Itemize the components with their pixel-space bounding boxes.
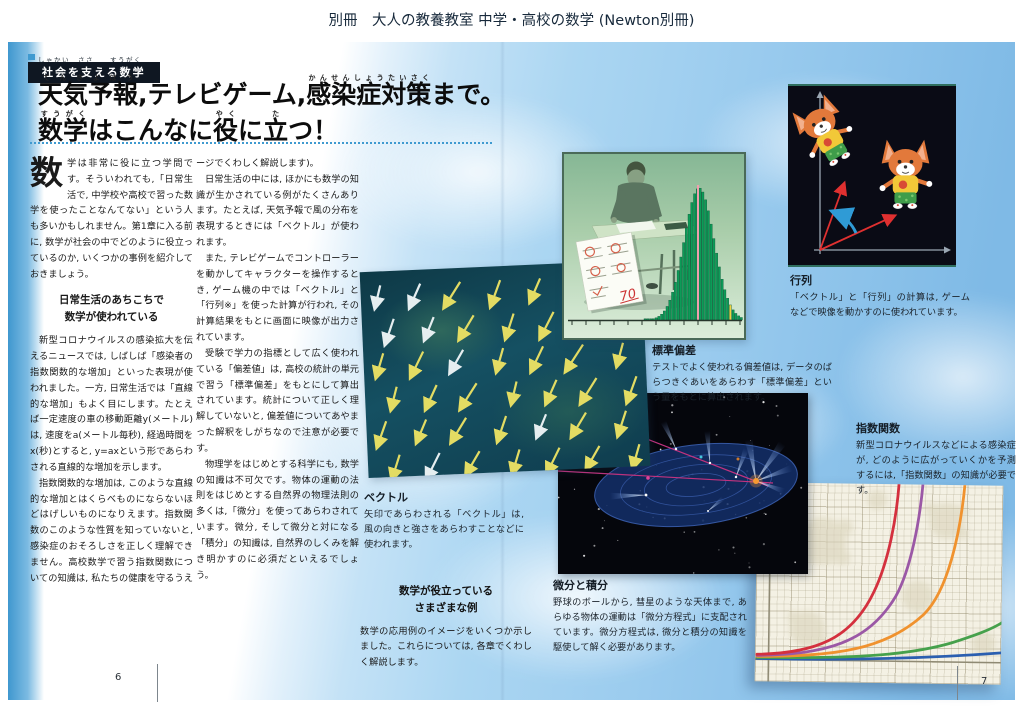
headline: 天気予報てんきよほう,テレビゲーム,感染症対策かんせんしょうたいさくまで。 数学… — [38, 74, 508, 146]
sun — [753, 478, 759, 484]
caption-title: 標準偏差 — [652, 344, 696, 357]
matrix-rotation-illustration — [788, 84, 956, 267]
exponential-curves-graph — [754, 476, 1005, 685]
caption-matrix: 行列 「ベクトル」と「行列」の計算は, ゲームなどで映像を動かすのに使われていま… — [790, 272, 970, 321]
caption-body: 野球のボールから, 彗星のような天体まで, あらゆる物体の運動は「微分方程式」に… — [553, 597, 747, 653]
curve-red — [755, 476, 901, 656]
headline-line-2: 数学すうがくはこんなに役やくに立たつ！ — [38, 110, 339, 145]
planet-dot — [699, 455, 703, 459]
fox-character-rotated — [788, 91, 864, 174]
caption-exponential: 指数関数 新型コロナウイルスなどによる感染症が, どのように広がっていくかを予測… — [856, 420, 1016, 499]
caption-body: テストでよく使われる偏差値は, データのばらつきぐあいをあらわす「標準偏差」とい… — [652, 362, 832, 403]
paragraph: 受験で学力の指標として広く使われている「偏差値」は, 高校の統計の単元で習う「標… — [196, 347, 359, 454]
page-number-rule — [157, 664, 158, 702]
page-number-right: 7 — [981, 676, 988, 687]
comet-point — [646, 476, 650, 480]
caption-title: 行列 — [790, 274, 812, 287]
subhead-line: 日常生活のあちこちで — [59, 293, 164, 306]
subhead-line: 数学が使われている — [64, 310, 159, 323]
test-taker-and-bell-curve-graphic: 70 — [568, 161, 743, 325]
examples-subhead: 数学が役立っている さまざまな例 — [360, 583, 532, 618]
paragraph-text: 学は非常に役に立つ学問です。そういわれても,「日常生活で, 中学校や高校で習った… — [30, 158, 193, 280]
caption-title: ベクトル — [364, 491, 408, 504]
paragraph: また, テレビゲームでコントローラーを動かしてキャラクターを操作するとき, ゲー… — [196, 252, 359, 344]
curve-green — [755, 620, 1005, 659]
paragraph: 物理学をはじめとする科学にも, 数学の知識は不可欠です。物体の運動の法則をはじめ… — [196, 458, 359, 581]
window-title: 別冊 大人の教養教室 中学・高校の数学 (Newton別冊) — [328, 13, 695, 29]
body-column-2: ージでくわしく解説します)。 日常生活の中には, ほかにも数学の知識が生かされて… — [196, 156, 359, 588]
exponential-graph-svg — [754, 476, 1005, 682]
paragraph: 数学は非常に役に立つ学問です。そういわれても,「日常生活で, 中学校や高校で習っ… — [30, 156, 193, 283]
subhead-line: さまざまな例 — [414, 602, 478, 615]
caption-body: 矢印であらわされる「ベクトル」は, 風の向きと強さをあらわすことなどに使われます… — [364, 509, 524, 550]
bell-curve-histogram — [568, 185, 743, 325]
comet-streaks — [609, 420, 793, 512]
caption-standard-deviation: 標準偏差 テストでよく使われる偏差値は, データのばらつきぐあいをあらわす「標準… — [652, 342, 832, 406]
banner-furigana: しゃかい ささ すうがく — [38, 56, 142, 64]
page-edge-strip — [8, 42, 44, 700]
virus-watermarks — [787, 489, 996, 656]
caption-title: 微分と積分 — [553, 579, 608, 592]
dotted-divider — [30, 142, 492, 144]
subhead-line: 数学が役立っている — [399, 585, 493, 597]
banner-accent-square — [28, 54, 35, 60]
graded-test-paper: 70 — [575, 231, 647, 314]
curve-orange — [755, 477, 967, 658]
fox-character-upright — [880, 140, 933, 209]
xy-axes — [814, 91, 951, 254]
page-number-rule — [957, 666, 958, 700]
standard-deviation-illustration: 70 — [562, 152, 746, 340]
column-subhead: 日常生活のあちこちで 数学が使われている — [30, 292, 193, 327]
test-score: 70 — [618, 286, 638, 305]
fox-characters-rotation-graphic — [788, 86, 951, 254]
caption-calculus: 微分と積分 野球のボールから, 彗星のような天体まで, あらゆる物体の運動は「微… — [553, 577, 747, 656]
vector-arrow-original — [819, 213, 898, 251]
curve-purple — [755, 477, 925, 657]
section-banner: 社会を支える数学 — [28, 62, 160, 83]
paragraph: 日常生活の中には, ほかにも数学の知識が生かされている例がたくさんあります。たと… — [196, 173, 359, 249]
exponential-curves — [755, 476, 1005, 661]
caption-title: 指数関数 — [856, 422, 900, 435]
caption-body: 「ベクトル」と「行列」の計算は, ゲームなどで映像を動かすのに使われています。 — [790, 292, 970, 318]
body-column-1: 数学は非常に役に立つ学問です。そういわれても,「日常生活で, 中学校や高校で習っ… — [30, 156, 193, 588]
paragraph: 新型コロナウイルスの感染拡大を伝えるニュースでは, しばしば「感染者の指数関数的… — [30, 335, 193, 473]
rotation-arc-arrow — [828, 207, 858, 234]
paragraph: ージでくわしく解説します)。 — [196, 158, 319, 169]
headline-line-1: 天気予報てんきよほう,テレビゲーム,感染症対策かんせんしょうたいさくまで。 — [38, 74, 506, 109]
examples-note: 数学が役立っている さまざまな例 数学の応用例のイメージをいくつか示しました。こ… — [360, 583, 532, 671]
paragraph: 指数関数的な増加は, このような直線的な増加とはくらべものにならないほどはげしい… — [30, 477, 193, 584]
dropcap: 数 — [30, 156, 63, 192]
examples-body: 数学の応用例のイメージをいくつか示しました。これらについては, 各章でくわしく解… — [360, 625, 532, 669]
caption-vector: ベクトル 矢印であらわされる「ベクトル」は, 風の向きと強さをあらわすことなどに… — [364, 489, 524, 553]
page-number-left: 6 — [115, 672, 122, 683]
planet-dot — [736, 457, 740, 461]
caption-body: 新型コロナウイルスなどによる感染症が, どのように広がっていくかを予測するには,… — [856, 440, 1016, 496]
